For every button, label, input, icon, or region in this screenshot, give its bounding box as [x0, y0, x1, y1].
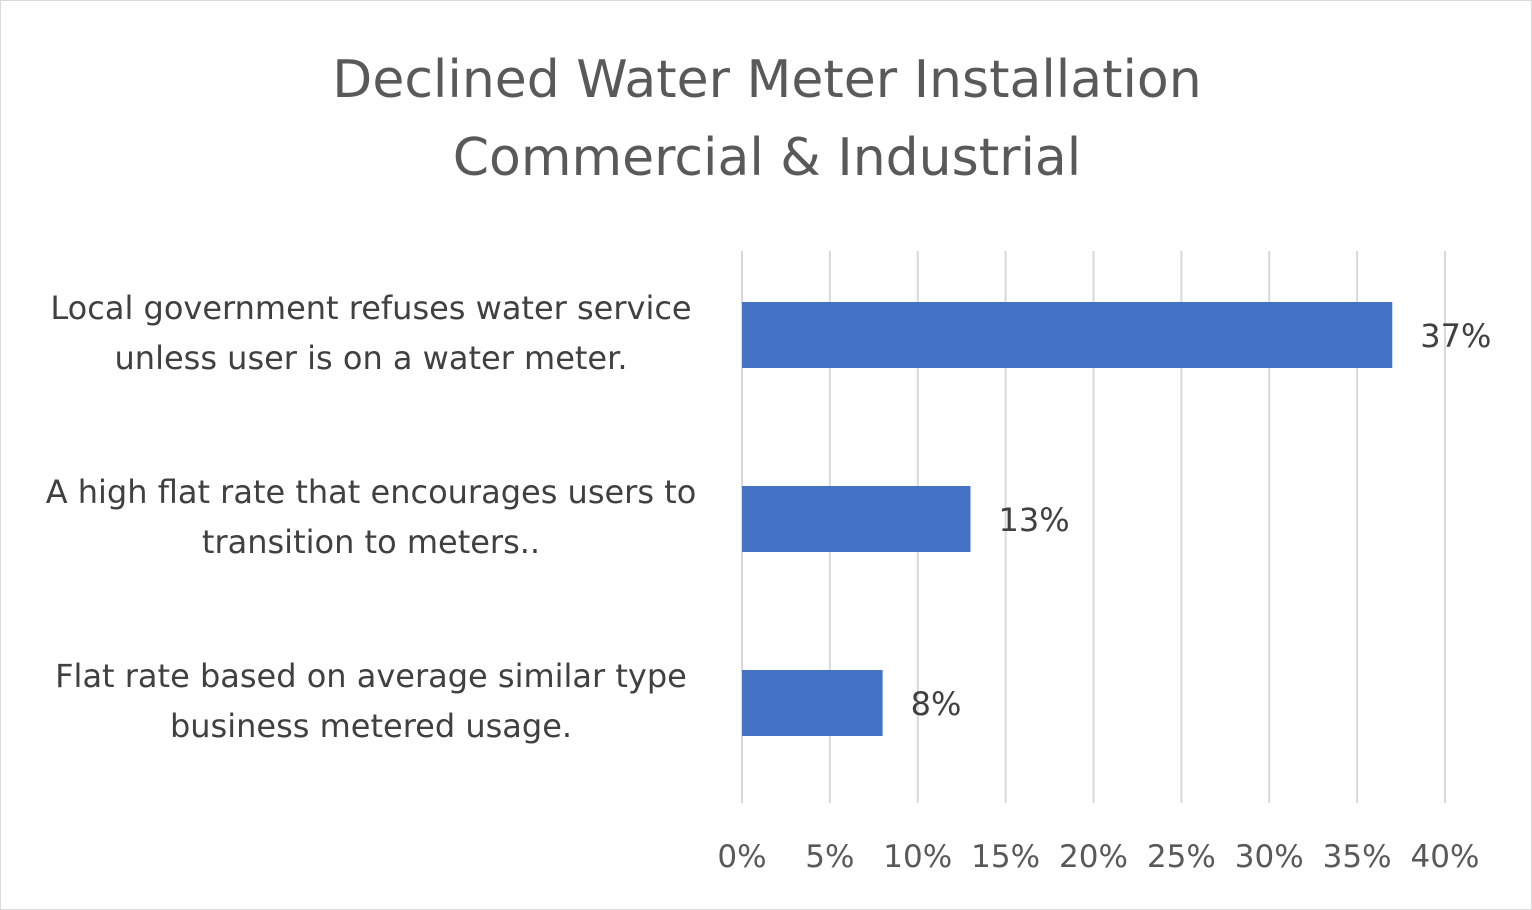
x-tick-label-35: 35%	[1323, 839, 1392, 875]
category-label-2-line-1: A high flat rate that encourages users t…	[46, 473, 697, 511]
category-label-3-line-1: Flat rate based on average similar type	[55, 657, 687, 695]
x-tick-label-10: 10%	[883, 839, 952, 875]
category-label-2-line-2: transition to meters..	[202, 523, 540, 561]
x-tick-label-15: 15%	[971, 839, 1040, 875]
data-label-2: 13%	[998, 501, 1069, 539]
chart-title-line-1: Declined Water Meter Installation	[332, 50, 1201, 110]
bar-3	[742, 670, 883, 736]
bar-1	[742, 302, 1393, 368]
x-tick-label-25: 25%	[1147, 839, 1216, 875]
category-label-1-line-1: Local government refuses water service	[50, 289, 691, 327]
x-tick-label-20: 20%	[1059, 839, 1128, 875]
x-tick-label-40: 40%	[1411, 839, 1480, 875]
data-label-3: 8%	[911, 685, 962, 723]
category-label-3-line-2: business metered usage.	[170, 707, 572, 745]
category-label-1-line-2: unless user is on a water meter.	[115, 339, 628, 377]
bar-2	[742, 486, 971, 552]
x-tick-label-5: 5%	[805, 839, 854, 875]
chart-title-line-2: Commercial & Industrial	[453, 128, 1082, 188]
x-tick-label-30: 30%	[1235, 839, 1304, 875]
x-tick-label-0: 0%	[717, 839, 766, 875]
data-label-1: 37%	[1420, 317, 1491, 355]
